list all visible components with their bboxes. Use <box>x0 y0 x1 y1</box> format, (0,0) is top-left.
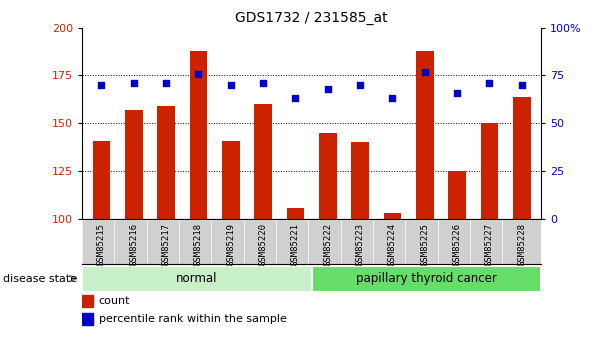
Text: GSM85219: GSM85219 <box>226 223 235 266</box>
Point <box>323 86 333 92</box>
Text: GSM85222: GSM85222 <box>323 223 332 266</box>
Bar <box>319 133 337 219</box>
Point <box>161 80 171 86</box>
Text: GSM85216: GSM85216 <box>130 223 138 266</box>
Point <box>420 69 430 75</box>
Point <box>258 80 268 86</box>
Text: GSM85217: GSM85217 <box>162 223 171 266</box>
Title: GDS1732 / 231585_at: GDS1732 / 231585_at <box>235 11 388 25</box>
Point <box>129 80 139 86</box>
Bar <box>125 110 143 219</box>
Bar <box>254 104 272 219</box>
Point <box>226 82 236 88</box>
Text: GSM85215: GSM85215 <box>97 223 106 266</box>
Text: GSM85218: GSM85218 <box>194 223 203 266</box>
Bar <box>448 171 466 219</box>
Bar <box>82 266 311 292</box>
Bar <box>480 123 499 219</box>
Point <box>387 96 397 101</box>
Text: GSM85228: GSM85228 <box>517 223 526 266</box>
Text: papillary thyroid cancer: papillary thyroid cancer <box>356 272 497 285</box>
Bar <box>351 142 369 219</box>
Bar <box>157 106 175 219</box>
Bar <box>286 208 305 219</box>
Point <box>485 80 494 86</box>
Point <box>355 82 365 88</box>
Bar <box>513 97 531 219</box>
Bar <box>311 266 541 292</box>
Bar <box>222 140 240 219</box>
Point <box>452 90 462 96</box>
Point <box>97 82 106 88</box>
Point <box>291 96 300 101</box>
Text: percentile rank within the sample: percentile rank within the sample <box>98 314 286 324</box>
Point <box>517 82 527 88</box>
Text: GSM85224: GSM85224 <box>388 223 397 266</box>
Text: GSM85226: GSM85226 <box>452 223 461 266</box>
Bar <box>190 51 207 219</box>
Text: GSM85227: GSM85227 <box>485 223 494 266</box>
Point <box>193 71 203 76</box>
Text: GSM85221: GSM85221 <box>291 223 300 266</box>
Text: GSM85220: GSM85220 <box>258 223 268 266</box>
Text: GSM85223: GSM85223 <box>356 223 365 266</box>
Bar <box>82 313 93 325</box>
Text: normal: normal <box>176 272 218 285</box>
Bar <box>384 213 401 219</box>
Bar <box>416 51 434 219</box>
Bar <box>92 140 111 219</box>
Text: disease state: disease state <box>3 274 77 284</box>
Bar <box>82 295 93 307</box>
Text: GSM85225: GSM85225 <box>420 223 429 266</box>
Text: count: count <box>98 296 130 306</box>
